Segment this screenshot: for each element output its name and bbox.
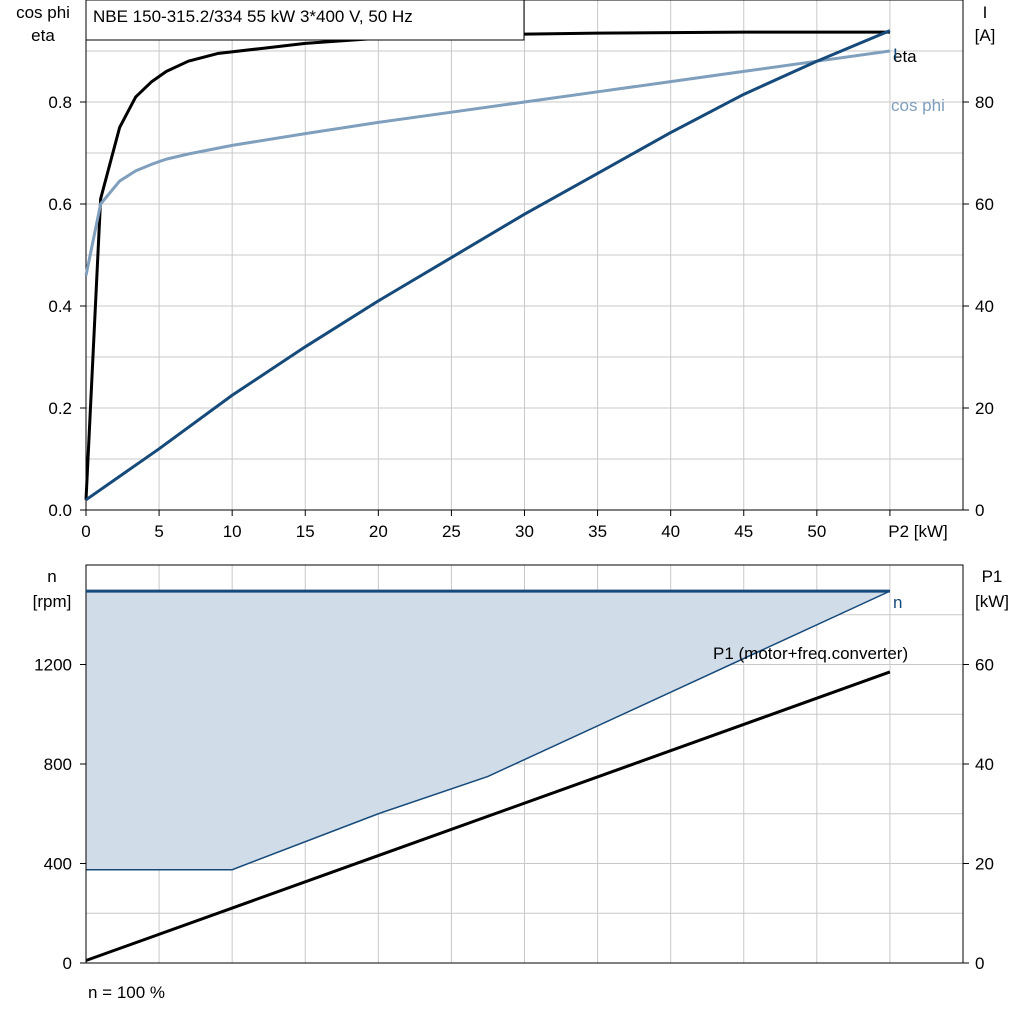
x-tick-label: 15 — [296, 522, 315, 541]
y-right-tick-label: 0 — [975, 954, 984, 973]
y-right-tick-label: 40 — [975, 755, 994, 774]
bottom-right-axis-label-2: [kW] — [975, 592, 1009, 611]
bottom-right-axis-label-1: P1 — [982, 567, 1003, 586]
x-tick-label: 5 — [154, 522, 163, 541]
top-series-eta — [84, 30, 890, 500]
x-tick-label: 30 — [515, 522, 534, 541]
y-left-tick-label: 0.8 — [48, 93, 72, 112]
y-left-tick-label: 0.6 — [48, 195, 72, 214]
y-left-tick-label: 400 — [44, 855, 72, 874]
bottom-left-axis-label-1: n — [47, 567, 56, 586]
y-left-tick-label: 0.4 — [48, 297, 72, 316]
legend-current: I — [893, 45, 898, 64]
x-tick-label: 25 — [442, 522, 461, 541]
y-right-tick-label: 80 — [975, 93, 994, 112]
y-left-tick-label: 0.2 — [48, 399, 72, 418]
y-right-tick-label: 60 — [975, 656, 994, 675]
title-box — [85, 0, 525, 41]
top-series-cos-phi — [84, 49, 891, 276]
bottom-series-p1-motor-freq-converter — [85, 670, 891, 962]
y-left-tick-label: 1200 — [34, 656, 72, 675]
min-speed-line — [86, 590, 891, 871]
y-right-tick-label: 20 — [975, 399, 994, 418]
y-right-tick-label: 20 — [975, 855, 994, 874]
top-left-axis-label-2: eta — [31, 26, 55, 45]
y-left-tick-label: 0 — [63, 954, 72, 973]
y-right-tick-label: 0 — [975, 501, 984, 520]
legend-eta: eta — [893, 47, 917, 66]
legend-p1: P1 (motor+freq.converter) — [713, 644, 908, 663]
y-left-tick-label: 800 — [44, 755, 72, 774]
top-grid — [85, 0, 964, 510]
x-tick-label: 50 — [807, 522, 826, 541]
x-axis-label: P2 [kW] — [888, 522, 948, 541]
x-tick-label: 45 — [734, 522, 753, 541]
speed-range-area — [86, 591, 890, 870]
x-tick-label: 35 — [588, 522, 607, 541]
y-right-tick-label: 40 — [975, 297, 994, 316]
x-tick-label: 10 — [223, 522, 242, 541]
bottom-left-axis-label-2: [rpm] — [33, 592, 72, 611]
top-series-i — [85, 29, 891, 502]
legend-cos-phi: cos phi — [891, 96, 945, 115]
y-left-tick-label: 0.0 — [48, 501, 72, 520]
x-tick-label: 40 — [661, 522, 680, 541]
chart-title: NBE 150-315.2/334 55 kW 3*400 V, 50 Hz — [93, 7, 413, 26]
x-tick-label: 20 — [369, 522, 388, 541]
top-right-axis-label-1: I — [983, 3, 988, 22]
speed-annotation: n = 100 % — [88, 983, 165, 1002]
top-right-axis-label-2: [A] — [975, 26, 996, 45]
legend-speed: n — [893, 593, 902, 612]
top-left-axis-label-1: cos phi — [16, 3, 70, 22]
y-right-tick-label: 60 — [975, 195, 994, 214]
x-tick-label: 0 — [81, 522, 90, 541]
